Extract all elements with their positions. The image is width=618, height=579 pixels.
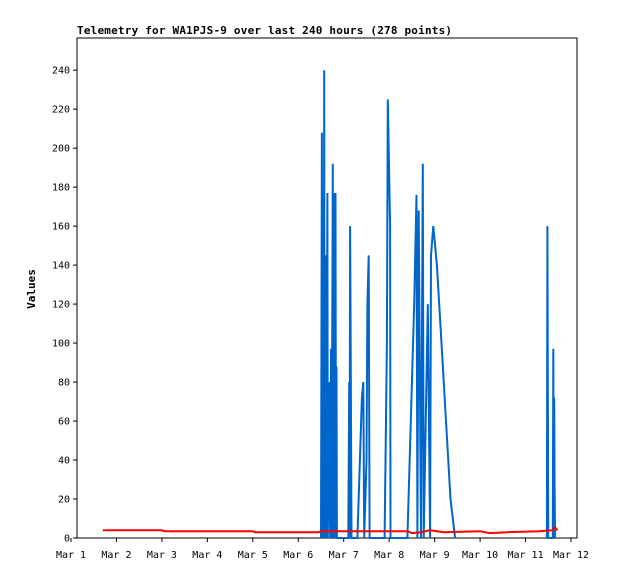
x-tick-label: Mar 4	[192, 550, 222, 561]
x-tick-label: Mar 11	[507, 550, 543, 561]
chart-title: Telemetry for WA1PJS-9 over last 240 hou…	[77, 24, 453, 37]
x-tick-label: Mar 7	[329, 550, 359, 561]
y-tick-label: 60	[58, 417, 70, 428]
x-tick-label: Mar 12	[553, 550, 589, 561]
series-line-0	[320, 70, 457, 539]
x-tick-label: Mar 8	[374, 550, 404, 561]
x-tick-label: Mar 1	[56, 550, 86, 561]
y-tick-label: 240	[52, 66, 70, 77]
y-tick-label: 160	[52, 222, 70, 233]
y-tick-label: 120	[52, 300, 70, 311]
y-tick-label: 20	[58, 495, 70, 506]
x-axis: Mar 1 Mar 2 Mar 3 Mar 4 Mar 5 Mar 6 Mar 7 Mar 8…	[56, 538, 589, 561]
x-tick-label: Mar 10	[462, 550, 498, 561]
y-tick-label: 40	[58, 456, 70, 467]
series-line-2	[102, 525, 559, 535]
y-tick-label: 140	[52, 261, 70, 272]
x-tick-label: Mar 6	[283, 550, 313, 561]
x-tick-label: Mar 9	[420, 550, 450, 561]
y-axis-title: Values	[25, 269, 38, 309]
series-layer	[102, 70, 559, 539]
x-tick-label: Mar 3	[147, 550, 177, 561]
y-tick-label: 80	[58, 378, 70, 389]
y-tick-label: 0	[64, 534, 70, 545]
y-tick-label: 200	[52, 144, 70, 155]
y-axis: 0 20 40 60 80 100 120 140 160 180 200 220 240	[52, 66, 77, 545]
y-tick-label: 100	[52, 339, 70, 350]
x-tick-label: Mar 5	[238, 550, 268, 561]
y-tick-label: 220	[52, 105, 70, 116]
y-tick-label: 180	[52, 183, 70, 194]
x-tick-label: Mar 2	[101, 550, 131, 561]
series-line-1	[545, 226, 557, 539]
